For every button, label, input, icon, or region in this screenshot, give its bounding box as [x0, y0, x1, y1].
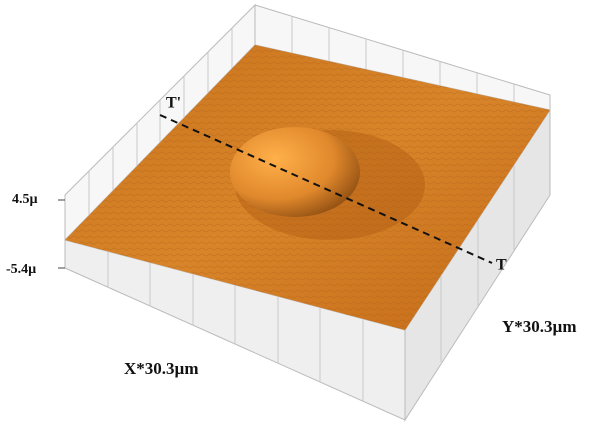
z-min-label: -5.4µ — [6, 262, 36, 277]
z-max-label: 4.5µ — [12, 192, 38, 207]
section-end-label: T — [496, 257, 507, 274]
section-line — [159, 114, 493, 264]
dome — [230, 127, 360, 217]
section-start-label: T' — [166, 95, 181, 112]
front-faces — [64, 108, 551, 422]
x-axis-label: X*30.3µm — [124, 359, 198, 378]
y-axis-label: Y*30.3µm — [502, 317, 576, 336]
back-walls — [64, 3, 551, 242]
